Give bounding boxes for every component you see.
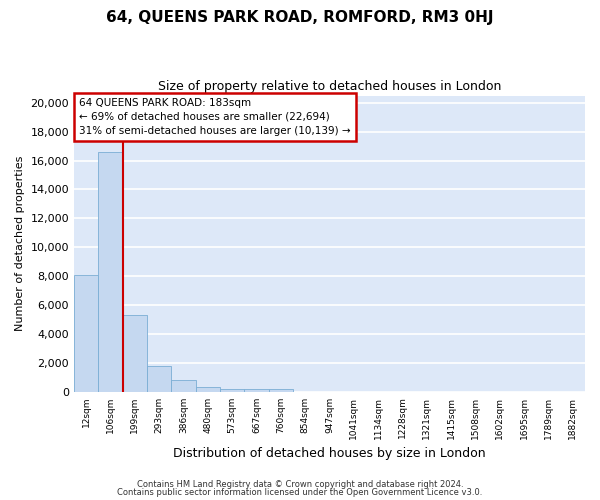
Bar [98, 152, 123, 392]
Title: Size of property relative to detached houses in London: Size of property relative to detached ho… [158, 80, 501, 93]
Text: Contains HM Land Registry data © Crown copyright and database right 2024.: Contains HM Land Registry data © Crown c… [137, 480, 463, 489]
Bar [123, 315, 147, 392]
Y-axis label: Number of detached properties: Number of detached properties [15, 156, 25, 332]
Text: Contains public sector information licensed under the Open Government Licence v3: Contains public sector information licen… [118, 488, 482, 497]
Bar [220, 388, 244, 392]
Bar [269, 389, 293, 392]
Bar [172, 380, 196, 392]
Text: 64 QUEENS PARK ROAD: 183sqm
← 69% of detached houses are smaller (22,694)
31% of: 64 QUEENS PARK ROAD: 183sqm ← 69% of det… [79, 98, 351, 136]
Bar [196, 388, 220, 392]
Text: 64, QUEENS PARK ROAD, ROMFORD, RM3 0HJ: 64, QUEENS PARK ROAD, ROMFORD, RM3 0HJ [106, 10, 494, 25]
Bar [147, 366, 172, 392]
Bar [74, 274, 98, 392]
Bar [244, 389, 269, 392]
X-axis label: Distribution of detached houses by size in London: Distribution of detached houses by size … [173, 447, 486, 460]
